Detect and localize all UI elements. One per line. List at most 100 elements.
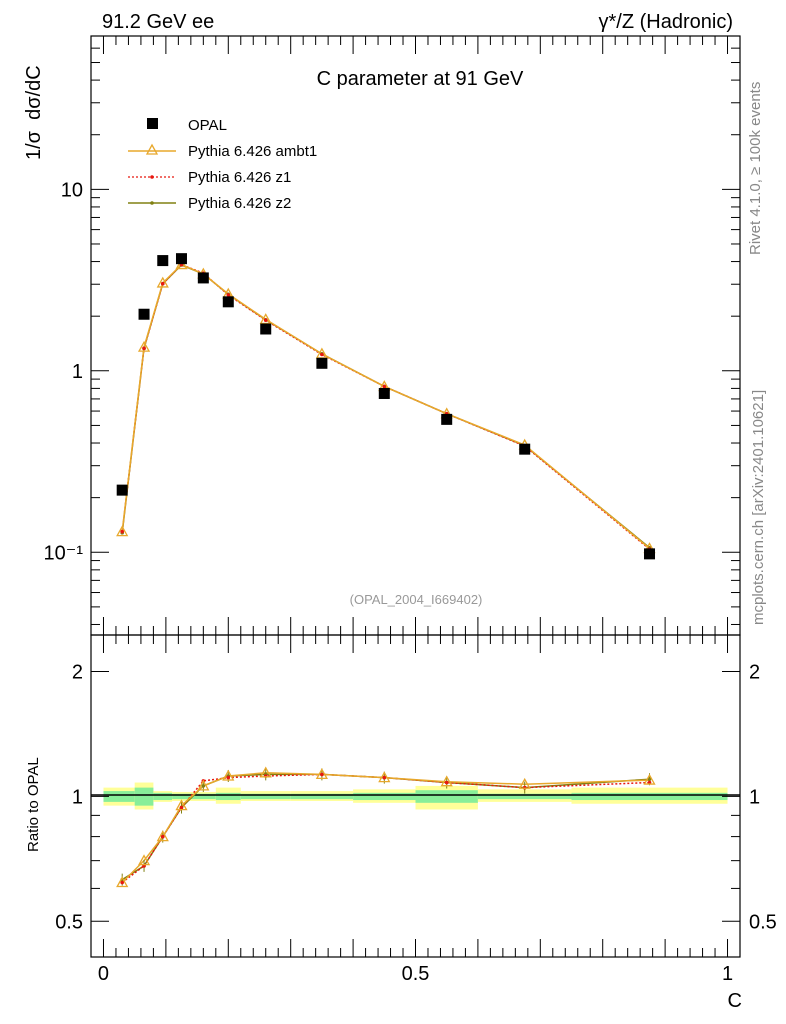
ratio-z1-point	[320, 772, 324, 777]
ratio-z1-point	[226, 775, 231, 780]
z1-point	[226, 293, 231, 297]
opal-point	[116, 484, 128, 496]
legend-label-z2: Pythia 6.426 z2	[188, 195, 291, 212]
ratio-z2-point	[201, 784, 206, 788]
opal-point	[644, 548, 656, 560]
side-label-bottom: mcplots.cern.ch [arXiv:2401.10621]	[750, 390, 767, 625]
legend-label-ambt1: Pythia 6.426 ambt1	[188, 143, 317, 160]
ratio-ylabel: Ratio to OPAL	[25, 757, 42, 852]
band-inner	[290, 793, 354, 800]
ratio-ambt1-point	[315, 768, 328, 780]
z1-point	[382, 384, 387, 389]
ratio-ambt1-point	[116, 876, 129, 888]
ratio-bands	[103, 782, 728, 810]
ratio-z1-point	[160, 834, 165, 839]
ratio-ambt1-point	[197, 779, 210, 791]
z1-point	[160, 281, 165, 286]
band-inner	[240, 793, 291, 800]
band-inner	[134, 787, 154, 806]
z1-point	[320, 352, 324, 357]
ratio-ambt1-point	[222, 769, 235, 781]
opal-point	[441, 413, 453, 425]
opal-point	[260, 323, 272, 335]
legend-item-opal: OPAL	[147, 117, 227, 134]
legend-item-z1: Pythia 6.426 z1	[128, 169, 291, 186]
ratio-ambt1-point	[137, 854, 151, 866]
ratio-z2-point	[647, 777, 652, 782]
main-y-tick-label: 10⁻¹	[44, 542, 84, 564]
main-series	[116, 253, 656, 560]
ratio-ambt1-point	[378, 771, 391, 783]
ratio-ambt1-point	[259, 766, 272, 778]
opal-point	[222, 296, 234, 308]
ratio-ambt1-point	[518, 777, 531, 789]
opal-point	[197, 272, 209, 284]
header-right: γ*/Z (Hadronic)	[599, 11, 733, 33]
opal-point	[378, 387, 390, 399]
main-y-tick-label: 1	[72, 361, 83, 383]
ratio-z1-point	[444, 780, 449, 785]
main-ylabel: 1/σ dσ/dC	[23, 65, 45, 160]
band-inner	[415, 790, 478, 803]
ratio-z1-point	[382, 775, 387, 780]
legend-item-z2: Pythia 6.426 z2	[128, 195, 291, 212]
header-left: 91.2 GeV ee	[102, 11, 214, 33]
z1-point	[120, 529, 125, 534]
opal-point	[138, 308, 150, 320]
ratio-panel: 2 2 1 1 0.5 0.5 0 0.5 1 Ratio to OPAL C	[25, 634, 777, 1012]
opal-point	[175, 253, 187, 265]
ratio-y-tick-label-right: 2	[749, 662, 760, 684]
band-inner	[190, 793, 216, 800]
band-inner	[153, 792, 173, 801]
x-axis-label: C	[728, 990, 742, 1012]
ambt1-point	[116, 525, 129, 537]
x-tick-label: 1	[722, 963, 733, 985]
legend-marker-opal	[147, 118, 158, 129]
ratio-y-tick-label-right: 1	[749, 786, 760, 808]
band-inner	[215, 792, 241, 801]
x-tick-label: 0	[98, 963, 109, 985]
ratio-y-tick-label: 2	[72, 662, 83, 684]
ratio-ticks: 2 2 1 1 0.5 0.5 0 0.5 1	[55, 635, 777, 985]
main-title: C parameter at 91 GeV	[317, 68, 524, 90]
ambt1-point	[156, 276, 169, 288]
ratio-y-tick-label-right: 0.5	[749, 911, 777, 933]
legend-marker-z2	[150, 201, 154, 205]
band-inner	[477, 793, 572, 800]
legend: OPAL Pythia 6.426 ambt1 Pythia 6.426 z1 …	[128, 117, 317, 212]
legend-label-opal: OPAL	[188, 117, 227, 134]
band-inner	[172, 793, 191, 800]
legend-label-z1: Pythia 6.426 z1	[188, 169, 291, 186]
series-z2-line	[121, 264, 650, 549]
ratio-z1-point	[120, 880, 125, 885]
z1-point	[263, 318, 268, 323]
opal-point	[519, 443, 531, 455]
ratio-y-tick-label: 0.5	[55, 911, 83, 933]
band-inner	[571, 792, 728, 801]
watermark: (OPAL_2004_I669402)	[350, 592, 483, 607]
ratio-ambt1-point	[643, 773, 656, 785]
ambt1-point	[137, 340, 151, 352]
opal-point	[316, 357, 328, 369]
main-ticks: 10 1 10⁻¹	[44, 35, 740, 635]
ratio-ambt1-point	[175, 799, 188, 811]
legend-marker-ambt1	[145, 143, 159, 155]
side-label-top: Rivet 4.1.0, ≥ 100k events	[747, 82, 764, 255]
opal-point	[157, 255, 169, 267]
ratio-ambt1-line	[121, 772, 650, 884]
series-ambt1-line	[121, 263, 650, 549]
ambt1-point	[259, 313, 272, 325]
ratio-ambt1-point	[156, 830, 169, 842]
main-y-tick-label: 10	[61, 179, 83, 201]
series-z1-line	[121, 263, 650, 550]
legend-item-ambt1: Pythia 6.426 ambt1	[128, 143, 317, 160]
ratio-ambt1-point	[440, 775, 453, 787]
legend-marker-z1	[150, 175, 154, 179]
z1-point	[142, 346, 146, 351]
x-tick-label: 0.5	[402, 963, 430, 985]
ratio-z1-point	[179, 805, 184, 810]
ratio-series	[116, 766, 656, 888]
band-inner	[353, 792, 416, 801]
